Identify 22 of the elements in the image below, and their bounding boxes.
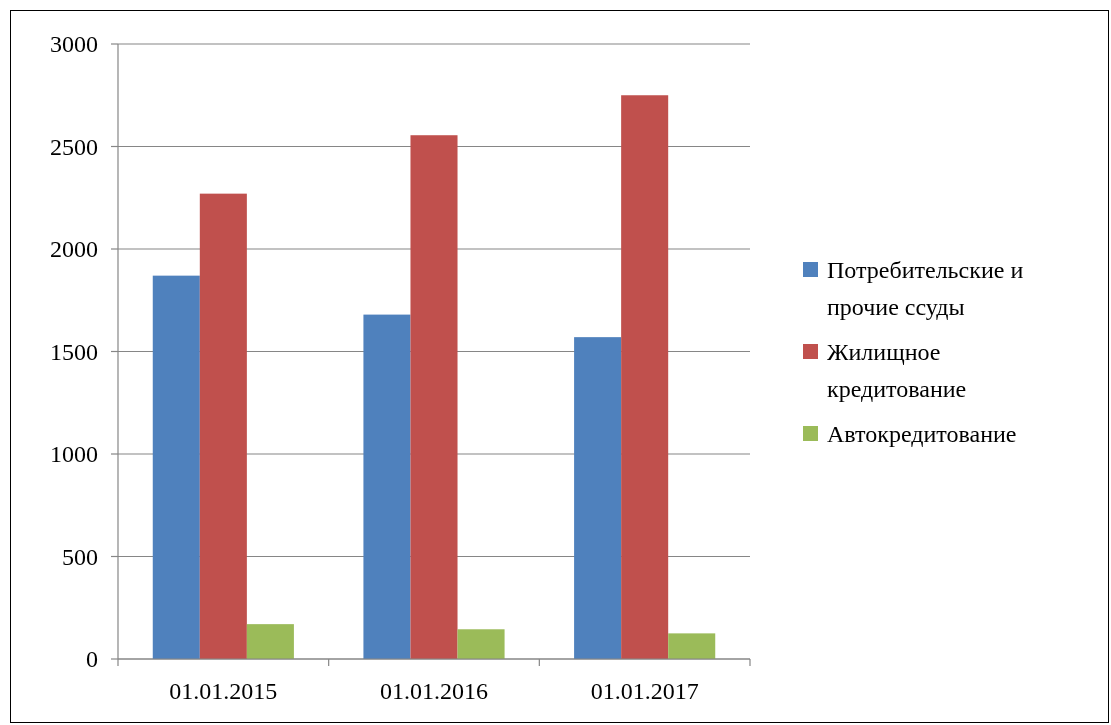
bar bbox=[199, 193, 247, 659]
legend-label: Автокредитование bbox=[827, 421, 1017, 448]
y-tick-label: 3000 bbox=[50, 31, 98, 58]
x-tick-label: 01.01.2017 bbox=[590, 678, 699, 704]
bar bbox=[621, 95, 669, 659]
x-tick-label: 01.01.2016 bbox=[380, 678, 488, 704]
y-tick-label: 2500 bbox=[50, 133, 98, 160]
bar bbox=[410, 135, 458, 659]
y-tick-label: 0 bbox=[86, 646, 98, 673]
bar bbox=[457, 629, 505, 659]
bar bbox=[246, 624, 294, 659]
y-tick-label: 1000 bbox=[50, 441, 98, 468]
bar bbox=[668, 633, 716, 659]
x-tick-label: 01.01.2015 bbox=[169, 678, 278, 704]
y-tick-label: 500 bbox=[62, 543, 98, 570]
bar bbox=[152, 275, 200, 659]
legend-label: Жилищное кредитование bbox=[827, 339, 967, 403]
y-tick-label: 2000 bbox=[50, 236, 98, 263]
y-tick-label: 1500 bbox=[50, 338, 98, 365]
legend-label: Потребительские и прочие ссуды bbox=[827, 257, 1024, 321]
bar bbox=[574, 337, 622, 659]
bar bbox=[363, 314, 411, 659]
